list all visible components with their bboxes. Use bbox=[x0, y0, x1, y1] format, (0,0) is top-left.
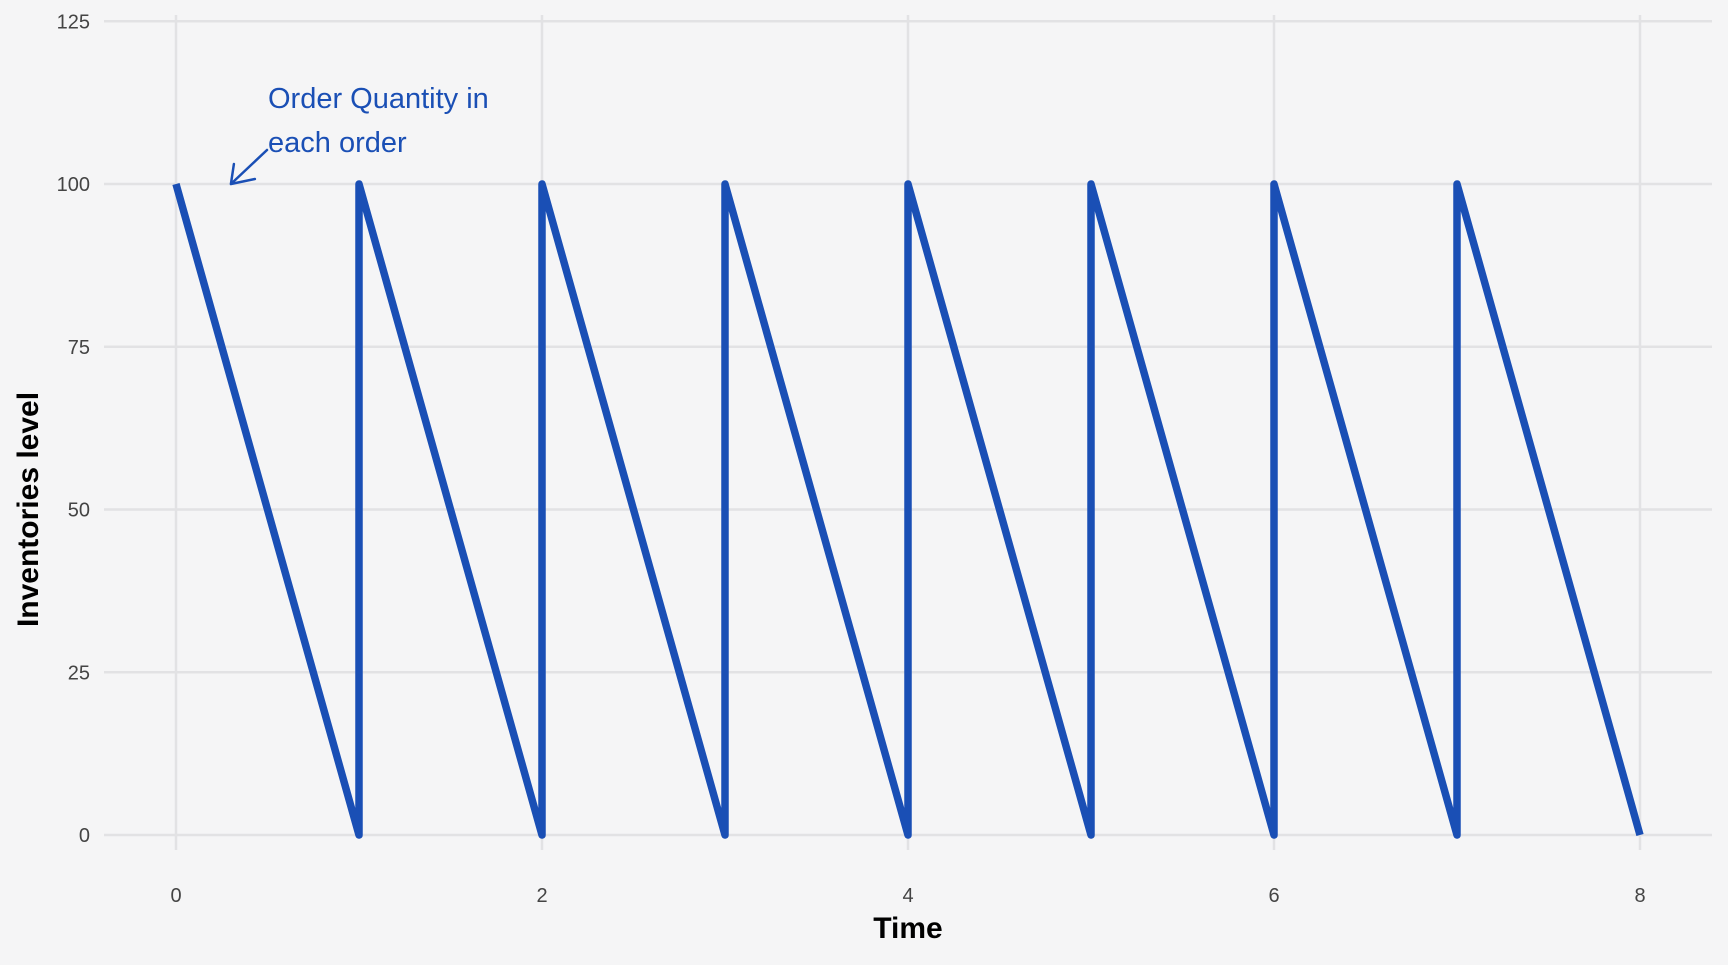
y-tick-label-100: 100 bbox=[57, 174, 90, 196]
annotation-text-line-2: each order bbox=[268, 127, 407, 159]
x-tick-label-6: 6 bbox=[1268, 885, 1279, 907]
y-axis-title: Inventories level bbox=[12, 392, 45, 627]
x-tick-label-4: 4 bbox=[902, 885, 913, 907]
annotation-arrow bbox=[229, 148, 269, 186]
x-tick-label-8: 8 bbox=[1634, 885, 1645, 907]
y-tick-label-125: 125 bbox=[57, 11, 90, 33]
x-axis-title: Time bbox=[873, 912, 942, 945]
annotation-text-line-1: Order Quantity in bbox=[268, 83, 489, 115]
series-layer bbox=[172, 180, 1644, 839]
x-tick-label-0: 0 bbox=[170, 885, 181, 907]
tick-label-layer: 0 25 50 75 100 125 0 2 4 6 8 bbox=[57, 11, 1646, 907]
y-tick-label-25: 25 bbox=[68, 662, 90, 684]
y-tick-label-0: 0 bbox=[79, 825, 90, 847]
x-tick-label-2: 2 bbox=[536, 885, 547, 907]
series-line-0 bbox=[172, 180, 1644, 839]
y-tick-label-50: 50 bbox=[68, 500, 90, 522]
annotation-layer: Order Quantity in each order bbox=[229, 83, 489, 186]
y-tick-label-75: 75 bbox=[68, 337, 90, 359]
